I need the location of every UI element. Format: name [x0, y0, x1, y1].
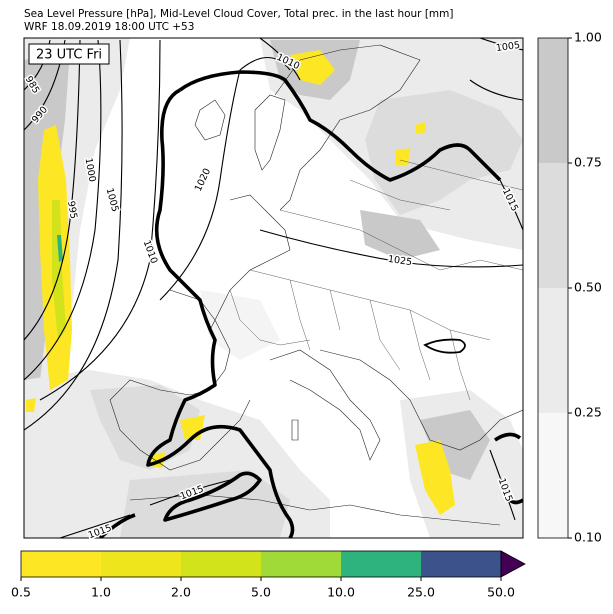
colorbar-tick-label: 10.0 — [327, 585, 355, 600]
colorbar-tick-label: 5.0 — [251, 585, 271, 600]
map-frame — [23, 37, 524, 539]
colorbar-segment — [538, 38, 568, 163]
isobar-label: 1005 — [495, 40, 520, 54]
colorbar-tick-label: 1.0 — [91, 585, 111, 600]
cloud-cover — [24, 38, 523, 538]
colorbar-tick-label: 25.0 — [407, 585, 435, 600]
subtitle: WRF 18.09.2019 18:00 UTC +53 — [24, 21, 194, 33]
colorbar-segment — [341, 551, 421, 577]
title: Sea Level Pressure [hPa], Mid-Level Clou… — [24, 8, 454, 20]
isobar-1015-thick — [98, 70, 523, 538]
colorbar-tick-label: 1.00 — [574, 30, 602, 45]
colorbar-tick-label: 2.0 — [171, 585, 191, 600]
colorbar-segment — [538, 288, 568, 413]
colorbar-tick-label: 0.10 — [574, 530, 602, 545]
colorbar-tick-label: 50.0 — [487, 585, 515, 600]
colorbar-extension — [500, 550, 526, 578]
colorbar-segment — [21, 551, 101, 577]
time-label: 23 UTC Fri — [36, 48, 102, 63]
isobar-label: 1025 — [387, 254, 412, 268]
colorbar-segment — [538, 163, 568, 288]
time-label-box — [28, 43, 110, 65]
colorbar-tick-label: 0.50 — [574, 280, 602, 295]
precip-colorbar: 0.5 1.0 2.0 5.0 10.0 25.0 50.0 — [11, 550, 526, 600]
colorbar-tick-label: 0.25 — [574, 405, 602, 420]
borders — [229, 159, 523, 401]
colorbar-segment — [181, 551, 261, 577]
coastlines — [109, 44, 523, 526]
colorbar-segment — [261, 551, 341, 577]
colorbar-segment — [538, 413, 568, 538]
isobar-label: 995 — [65, 200, 79, 220]
colorbar-tick-label: 0.5 — [11, 585, 31, 600]
colorbar-segment — [101, 551, 181, 577]
isobars — [24, 38, 523, 538]
colorbar-tick-label: 0.75 — [574, 155, 602, 170]
colorbar-segment — [421, 551, 501, 577]
cloud-colorbar: 0.10 0.25 0.50 0.75 1.00 — [537, 30, 602, 545]
